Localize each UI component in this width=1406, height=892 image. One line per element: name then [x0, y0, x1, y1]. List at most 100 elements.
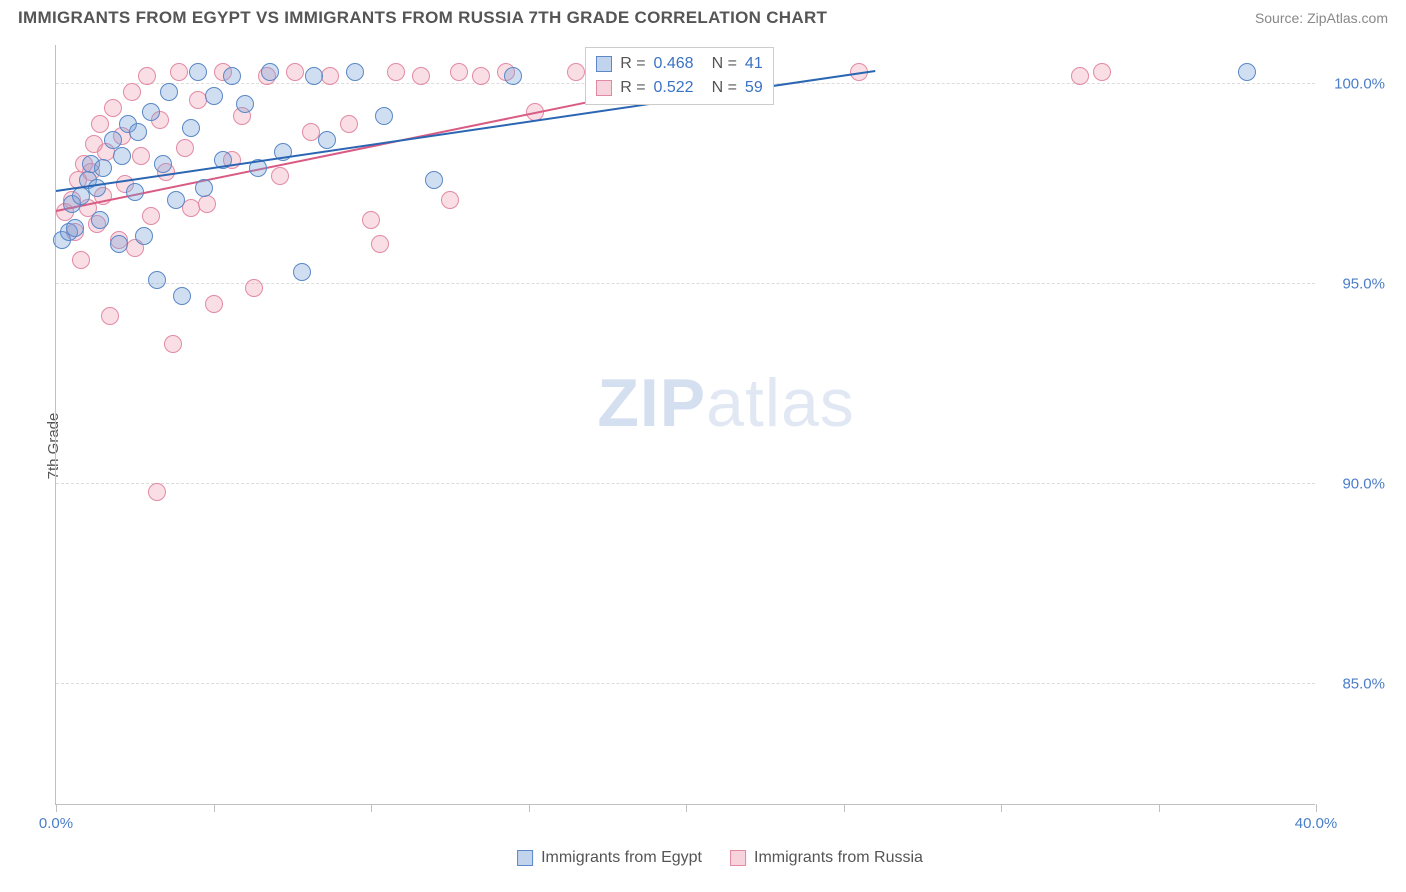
- legend-label: Immigrants from Egypt: [541, 849, 702, 867]
- data-point: [167, 191, 185, 209]
- y-tick-label: 95.0%: [1342, 276, 1385, 293]
- x-tick: [529, 804, 530, 812]
- data-point: [135, 227, 153, 245]
- gridline: [56, 683, 1315, 684]
- x-tick: [1001, 804, 1002, 812]
- data-point: [293, 263, 311, 281]
- swatch-icon: [596, 80, 612, 96]
- x-tick: [56, 804, 57, 812]
- legend-inset-row: R = 0.468 N = 41: [596, 52, 763, 76]
- data-point: [113, 147, 131, 165]
- data-point: [223, 67, 241, 85]
- data-point: [138, 67, 156, 85]
- watermark: ZIPatlas: [597, 364, 854, 442]
- data-point: [321, 67, 339, 85]
- data-point: [198, 195, 216, 213]
- data-point: [346, 63, 364, 81]
- data-point: [205, 295, 223, 313]
- chart-title: IMMIGRANTS FROM EGYPT VS IMMIGRANTS FROM…: [18, 8, 827, 28]
- legend-item-egypt: Immigrants from Egypt: [517, 849, 702, 867]
- data-point: [205, 87, 223, 105]
- data-point: [305, 67, 323, 85]
- data-point: [472, 67, 490, 85]
- data-point: [182, 119, 200, 137]
- data-point: [387, 63, 405, 81]
- data-point: [567, 63, 585, 81]
- data-point: [104, 99, 122, 117]
- data-point: [132, 147, 150, 165]
- data-point: [110, 235, 128, 253]
- data-point: [1071, 67, 1089, 85]
- data-point: [375, 107, 393, 125]
- stat-label: N =: [712, 79, 737, 97]
- chart-area: ZIPatlas 85.0%90.0%95.0%100.0%0.0%40.0%R…: [55, 45, 1385, 865]
- stat-n-value: 59: [745, 79, 763, 97]
- x-tick: [686, 804, 687, 812]
- data-point: [72, 251, 90, 269]
- data-point: [362, 211, 380, 229]
- stat-n-value: 41: [745, 55, 763, 73]
- data-point: [441, 191, 459, 209]
- chart-source: Source: ZipAtlas.com: [1255, 10, 1388, 26]
- data-point: [425, 171, 443, 189]
- legend-label: Immigrants from Russia: [754, 849, 923, 867]
- data-point: [123, 83, 141, 101]
- data-point: [154, 155, 172, 173]
- data-point: [340, 115, 358, 133]
- data-point: [236, 95, 254, 113]
- legend-bottom: Immigrants from Egypt Immigrants from Ru…: [517, 849, 923, 867]
- y-tick-label: 90.0%: [1342, 476, 1385, 493]
- legend-item-russia: Immigrants from Russia: [730, 849, 923, 867]
- y-tick-label: 100.0%: [1334, 76, 1385, 93]
- y-tick-label: 85.0%: [1342, 676, 1385, 693]
- data-point: [148, 483, 166, 501]
- data-point: [142, 103, 160, 121]
- watermark-bold: ZIP: [597, 365, 706, 441]
- data-point: [176, 139, 194, 157]
- x-tick: [214, 804, 215, 812]
- legend-inset: R = 0.468 N = 41 R = 0.522 N = 59: [585, 47, 774, 105]
- data-point: [1093, 63, 1111, 81]
- plot-region: ZIPatlas 85.0%90.0%95.0%100.0%0.0%40.0%R…: [55, 45, 1315, 805]
- data-point: [173, 287, 191, 305]
- swatch-icon: [730, 850, 746, 866]
- data-point: [66, 219, 84, 237]
- data-point: [271, 167, 289, 185]
- data-point: [245, 279, 263, 297]
- stat-label: N =: [712, 55, 737, 73]
- data-point: [1238, 63, 1256, 81]
- watermark-rest: atlas: [706, 365, 855, 441]
- data-point: [91, 115, 109, 133]
- data-point: [101, 307, 119, 325]
- stat-r-value: 0.468: [654, 55, 694, 73]
- data-point: [450, 63, 468, 81]
- data-point: [142, 207, 160, 225]
- data-point: [371, 235, 389, 253]
- data-point: [195, 179, 213, 197]
- x-tick: [1159, 804, 1160, 812]
- data-point: [126, 183, 144, 201]
- x-tick-label: 0.0%: [39, 815, 73, 832]
- stat-label: R =: [620, 79, 645, 97]
- data-point: [261, 63, 279, 81]
- legend-inset-row: R = 0.522 N = 59: [596, 76, 763, 100]
- gridline: [56, 283, 1315, 284]
- data-point: [412, 67, 430, 85]
- data-point: [170, 63, 188, 81]
- data-point: [160, 83, 178, 101]
- stat-label: R =: [620, 55, 645, 73]
- data-point: [318, 131, 336, 149]
- swatch-icon: [517, 850, 533, 866]
- data-point: [286, 63, 304, 81]
- x-tick: [844, 804, 845, 812]
- stat-r-value: 0.522: [654, 79, 694, 97]
- x-tick-label: 40.0%: [1295, 815, 1338, 832]
- data-point: [129, 123, 147, 141]
- x-tick: [1316, 804, 1317, 812]
- swatch-icon: [596, 56, 612, 72]
- data-point: [88, 179, 106, 197]
- data-point: [189, 63, 207, 81]
- data-point: [148, 271, 166, 289]
- x-tick: [371, 804, 372, 812]
- gridline: [56, 483, 1315, 484]
